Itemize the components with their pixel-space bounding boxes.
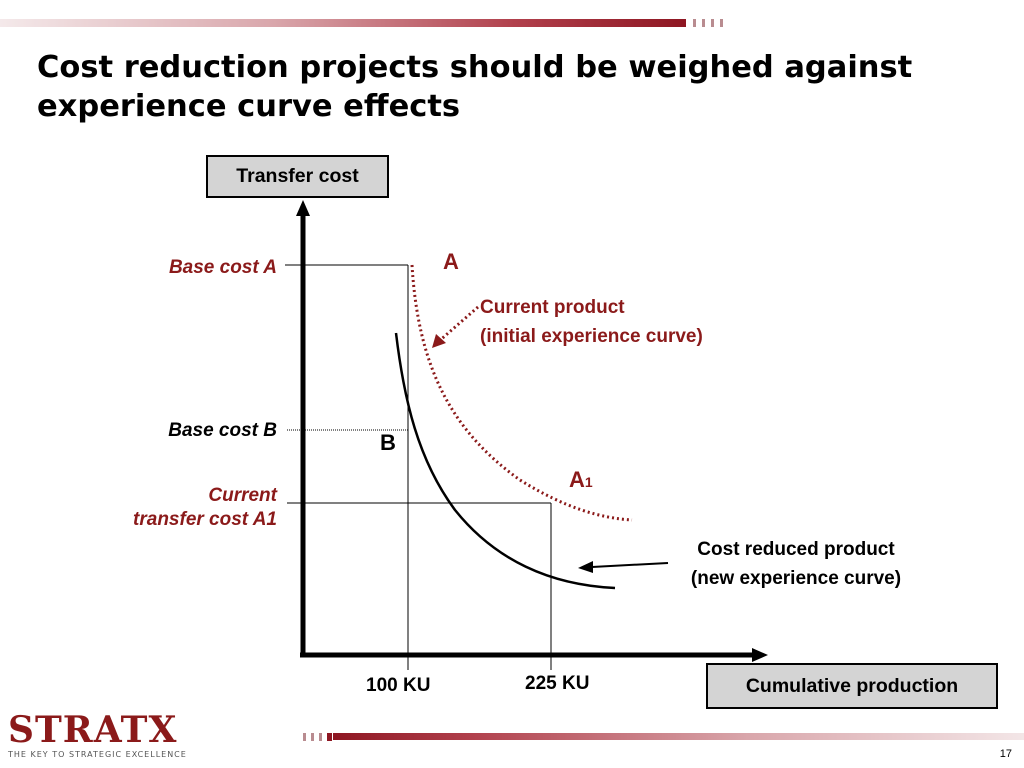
current-transfer-cost-line2: transfer cost A1 bbox=[133, 509, 277, 530]
new-experience-curve bbox=[394, 332, 616, 590]
cost-reduced-line2: (new experience curve) bbox=[690, 568, 902, 589]
y-axis-arrowhead bbox=[296, 200, 310, 216]
x-axis-title-box: Cumulative production bbox=[706, 663, 998, 709]
stratx-logo: STRATX THE KEY TO STRATEGIC EXCELLENCE bbox=[8, 712, 187, 759]
logo-tagline: THE KEY TO STRATEGIC EXCELLENCE bbox=[8, 750, 187, 759]
logo-wordmark: STRATX bbox=[8, 709, 178, 751]
point-a-label: A bbox=[443, 249, 459, 274]
tick-label-225ku: 225 KU bbox=[525, 673, 590, 694]
cost-reduced-pointer-head bbox=[578, 561, 593, 573]
base-cost-a-label: Base cost A bbox=[168, 257, 277, 278]
base-cost-b-label: Base cost B bbox=[168, 420, 277, 441]
current-product-pointer-head bbox=[432, 334, 446, 348]
current-transfer-cost-line1: Current bbox=[208, 485, 277, 506]
y-axis-title-box: Transfer cost bbox=[206, 155, 389, 198]
current-transfer-cost-label: Current transfer cost A1 bbox=[133, 484, 277, 532]
x-axis-arrowhead bbox=[752, 648, 768, 662]
current-product-line2: (initial experience curve) bbox=[480, 326, 703, 347]
point-a1-label: A1 bbox=[569, 467, 593, 493]
point-a1-subscript: 1 bbox=[584, 474, 593, 490]
current-product-pointer bbox=[437, 305, 479, 344]
page-number: 17 bbox=[999, 748, 1012, 760]
cost-reduced-pointer bbox=[591, 562, 669, 568]
cost-reduced-annotation: Cost reduced product (new experience cur… bbox=[660, 535, 932, 593]
slide-title: Cost reduction projects should be weighe… bbox=[37, 50, 913, 124]
point-b-label: B bbox=[380, 430, 396, 455]
current-product-annotation: Current product (initial experience curv… bbox=[480, 293, 703, 351]
tick-label-100ku: 100 KU bbox=[366, 675, 431, 696]
current-product-line1: Current product bbox=[480, 297, 625, 318]
top-decorative-bar bbox=[0, 19, 686, 27]
cost-reduced-line1: Cost reduced product bbox=[697, 539, 895, 560]
point-a1-main: A bbox=[569, 467, 585, 492]
bottom-decorative-bar bbox=[333, 733, 1024, 740]
initial-experience-curve bbox=[410, 264, 633, 522]
